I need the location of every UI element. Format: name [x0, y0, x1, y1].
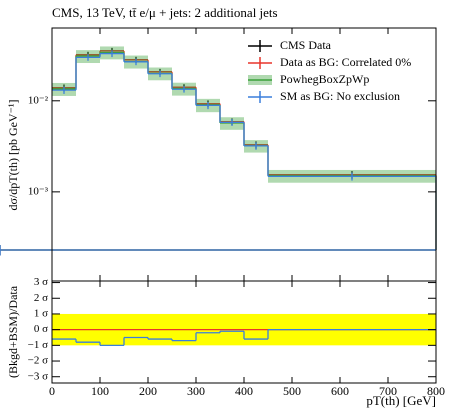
legend-label: Data as BG: Correlated 0% [280, 55, 411, 69]
x-tick-label: 700 [379, 384, 397, 398]
legend-label: CMS Data [280, 38, 332, 52]
y-axis-label: dσ/dpT(th) [pb GeV⁻¹] [6, 99, 20, 210]
x-axis-label: pT(th) [GeV] [366, 393, 436, 408]
y-tick-label: 2 σ [34, 292, 48, 304]
y-tick-label: 1 σ [34, 307, 48, 319]
x-tick-label: 200 [139, 384, 157, 398]
y-tick-label: 10⁻³ [28, 185, 49, 197]
x-tick-label: 0 [49, 384, 55, 398]
x-tick-label: 800 [427, 384, 445, 398]
y-axis-label: (Bkgd+BSM)/Data [6, 285, 20, 378]
x-tick-label: 300 [187, 384, 205, 398]
legend-label: SM as BG: No exclusion [280, 89, 400, 103]
y-tick-label: −1 σ [28, 339, 48, 351]
x-tick-label: 600 [331, 384, 349, 398]
x-tick-label: 100 [91, 384, 109, 398]
y-tick-label: 0 σ [34, 323, 48, 335]
legend-label: PowhegBoxZpWp [280, 72, 369, 86]
x-tick-label: 400 [235, 384, 253, 398]
x-tick-label: 500 [283, 384, 301, 398]
y-tick-label: 10⁻² [28, 94, 49, 106]
y-tick-label: 3 σ [34, 276, 48, 288]
y-tick-label: −2 σ [28, 355, 48, 367]
y-tick-label: −3 σ [28, 370, 48, 382]
chart-title: CMS, 13 TeV, tt̄ e/μ + jets: 2 additiona… [52, 5, 278, 20]
